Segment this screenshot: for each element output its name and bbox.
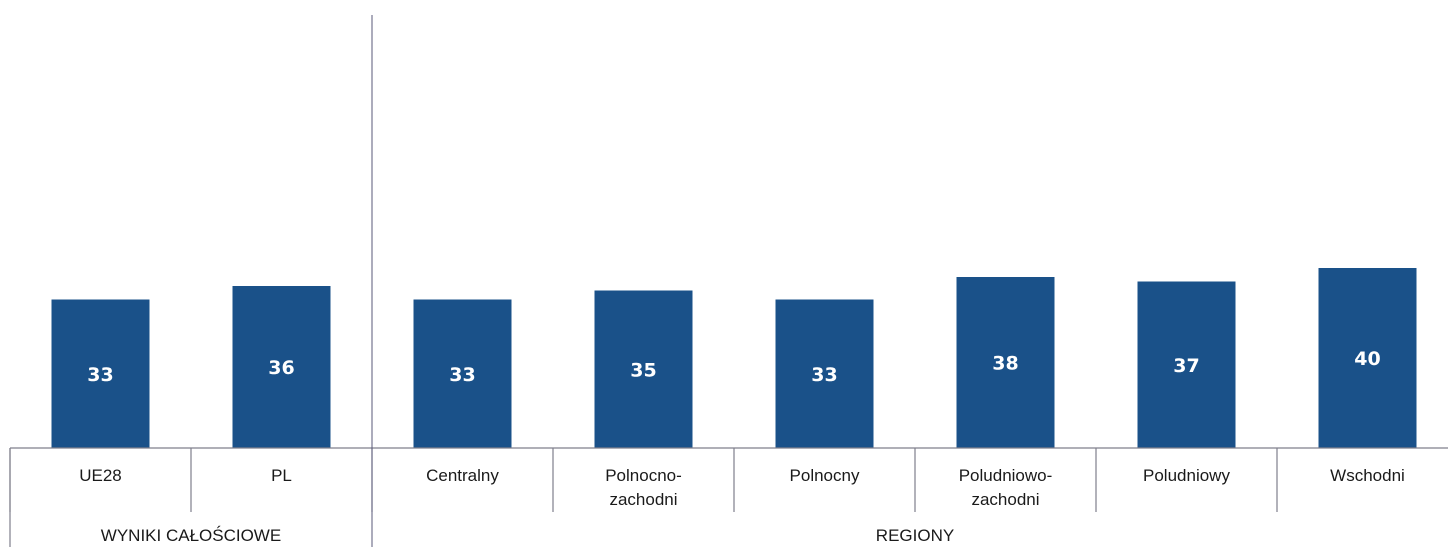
- category-label-line: UE28: [79, 466, 122, 485]
- category-label-5: Poludniowo-zachodni: [959, 466, 1053, 509]
- category-label-1: PL: [271, 466, 292, 485]
- value-label-0: 33: [87, 364, 113, 386]
- category-label-line: PL: [271, 466, 292, 485]
- value-label-2: 33: [449, 364, 475, 386]
- value-label-3: 35: [630, 359, 656, 381]
- category-label-0: UE28: [79, 466, 122, 485]
- group-label-1: REGIONY: [876, 526, 954, 545]
- value-label-6: 37: [1173, 355, 1199, 377]
- value-label-7: 40: [1354, 348, 1380, 370]
- category-label-line: Wschodni: [1330, 466, 1405, 485]
- category-label-line: Poludniowo-: [959, 466, 1053, 485]
- group-label-0: WYNIKI CAŁOŚCIOWE: [101, 526, 281, 545]
- category-label-7: Wschodni: [1330, 466, 1405, 485]
- category-label-line: zachodni: [971, 490, 1039, 509]
- value-label-1: 36: [268, 357, 294, 379]
- category-label-line: Centralny: [426, 466, 499, 485]
- value-label-5: 38: [992, 353, 1018, 375]
- category-label-6: Poludniowy: [1143, 466, 1230, 485]
- category-label-line: Polnocno-: [605, 466, 682, 485]
- value-label-4: 33: [811, 364, 837, 386]
- category-label-2: Centralny: [426, 466, 499, 485]
- category-label-4: Polnocny: [790, 466, 860, 485]
- category-label-line: zachodni: [609, 490, 677, 509]
- category-label-line: Polnocny: [790, 466, 860, 485]
- category-label-3: Polnocno-zachodni: [605, 466, 682, 509]
- category-label-line: Poludniowy: [1143, 466, 1230, 485]
